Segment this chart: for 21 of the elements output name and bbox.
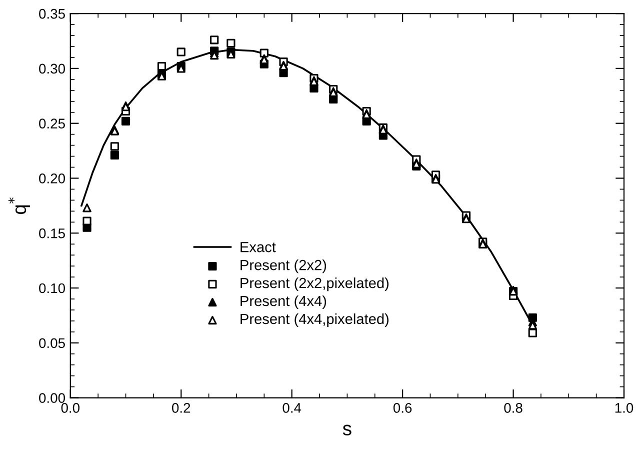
legend-label: Present (2x2) (240, 260, 326, 274)
y-axis-title: q$^{*}$ (8, 197, 30, 214)
y-tick-label: 0.25 (39, 118, 65, 128)
y-tick-label: 0.30 (39, 64, 65, 74)
x-tick-label: 0.8 (504, 402, 522, 413)
y-tick-label: 0.35 (39, 8, 65, 19)
legend-label: Present (4x4,pixelated) (240, 313, 389, 328)
legend-label: Present (2x2,pixelated) (240, 277, 389, 292)
legend-label: Present (4x4) (240, 295, 326, 310)
x-tick-label: 0.0 (61, 402, 80, 413)
x-tick-label: 1.0 (615, 402, 634, 413)
x-tick-label: 0.4 (282, 402, 302, 413)
legend-label: Exact (240, 242, 276, 252)
x-axis-title: s (342, 424, 352, 436)
y-tick-label: 0.10 (39, 283, 65, 294)
y-tick-label: 0.00 (39, 393, 65, 403)
x-tick-label: 0.2 (172, 402, 190, 413)
x-tick-label: 0.6 (393, 402, 412, 413)
y-tick-label: 0.05 (39, 338, 65, 348)
y-tick-label: 0.20 (39, 174, 65, 184)
y-tick-label: 0.15 (39, 228, 65, 238)
